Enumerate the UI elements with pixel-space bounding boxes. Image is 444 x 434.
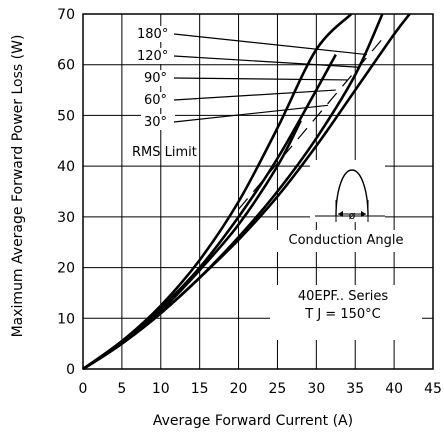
conduction-angle-label: Conduction Angle — [289, 233, 404, 248]
x-axis-label: Average Forward Current (A) — [153, 413, 353, 429]
label-leader-lines — [173, 33, 367, 123]
label-background — [141, 114, 175, 130]
series-line-90deg — [82, 13, 384, 371]
rms-limit-label: RMS Limit — [132, 145, 197, 160]
y-tick-label: 0 — [66, 362, 75, 378]
y-tick-labels: 0 10 20 30 40 50 60 70 — [57, 7, 75, 378]
leader-line — [173, 55, 360, 68]
label-background — [141, 92, 175, 108]
series-name-label: 40EPF.. Series — [298, 289, 389, 304]
rms-limit-line — [238, 33, 387, 210]
y-tick-label: 70 — [57, 7, 75, 23]
label-background — [134, 48, 175, 64]
y-tick-label: 20 — [57, 261, 75, 277]
y-axis-label: Maximum Average Forward Power Loss (W) — [10, 35, 26, 338]
x-tick-label: 25 — [269, 381, 287, 397]
label-background — [134, 26, 175, 42]
rms-limit-line — [238, 33, 387, 210]
x-tick-label: 15 — [191, 381, 209, 397]
leader-line — [173, 77, 348, 81]
plot-frame — [82, 13, 434, 370]
annotation-mask — [270, 230, 422, 252]
x-tick-label: 10 — [152, 381, 170, 397]
series-label-90deg: 90° — [144, 71, 167, 86]
half-sine-wave — [335, 169, 369, 217]
x-tick-label: 20 — [230, 381, 248, 397]
annotation-mask — [270, 285, 422, 340]
series-label-120deg: 120° — [137, 49, 168, 64]
x-tick-label: 40 — [385, 381, 403, 397]
x-tick-label: 5 — [117, 381, 126, 397]
inset-background — [310, 160, 385, 222]
conduction-angle-symbol: ø — [349, 209, 356, 222]
y-tick-label: 10 — [57, 311, 75, 327]
y-tick-label: 40 — [57, 159, 75, 175]
temperature-label: T J = 150°C — [304, 307, 380, 322]
x-tick-label: 0 — [79, 381, 88, 397]
series-label-60deg: 60° — [144, 93, 167, 108]
conduction-angle-diagram: ø — [310, 160, 385, 222]
y-tick-label: 50 — [57, 108, 75, 124]
x-tick-label: 30 — [307, 381, 325, 397]
leader-line — [173, 89, 336, 101]
series-label-30deg: 30° — [144, 115, 167, 130]
y-tick-label: 60 — [57, 58, 75, 74]
leader-line — [173, 33, 367, 56]
x-tick-labels: 0 5 10 15 20 25 30 35 40 45 — [79, 381, 442, 397]
series-line-30deg — [82, 13, 353, 371]
series-lines — [82, 13, 411, 371]
y-tick-label: 30 — [57, 210, 75, 226]
x-tick-label: 35 — [346, 381, 364, 397]
series-labels: 180° 120° 90° 60° 30° — [134, 26, 175, 130]
x-tick-label: 45 — [424, 381, 442, 397]
label-background — [141, 70, 175, 86]
series-label-180deg: 180° — [137, 27, 168, 42]
leader-line — [173, 104, 329, 123]
